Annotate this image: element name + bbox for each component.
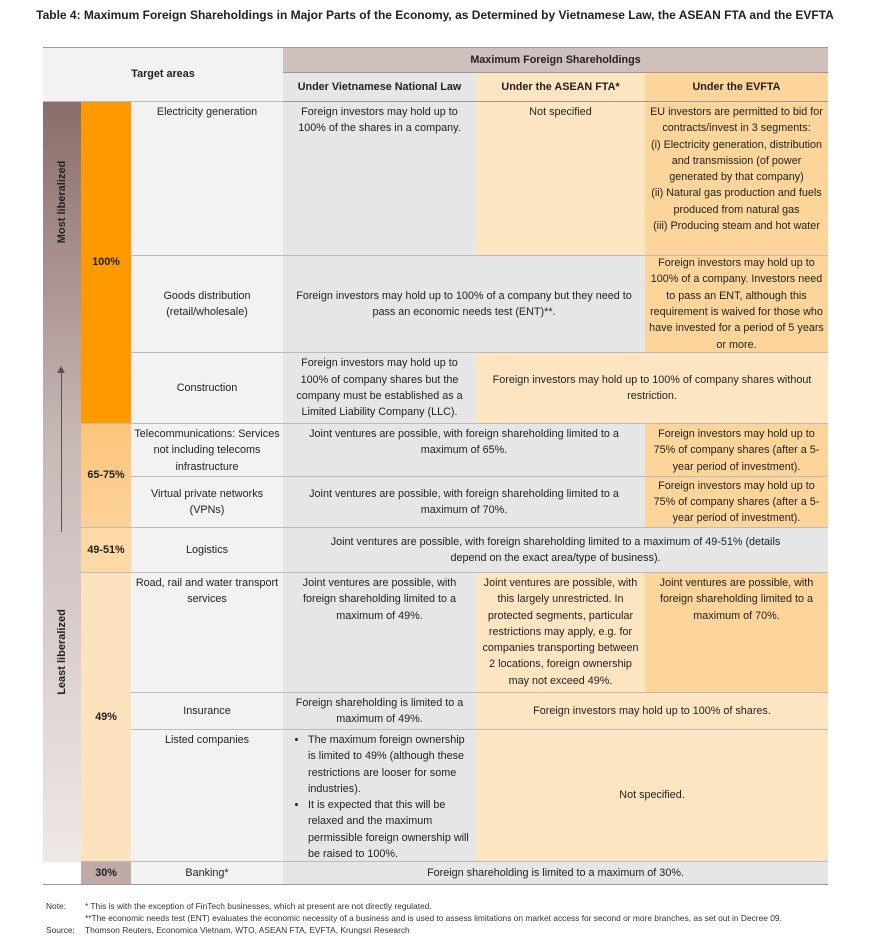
goods-evfta: Foreign investors may hold up to 100% of… bbox=[645, 256, 828, 353]
area-logistics: Logistics bbox=[131, 528, 283, 573]
area-listed-companies: Listed companies bbox=[131, 730, 283, 862]
evfta-line: (iii) Producing steam and hot water bbox=[653, 220, 820, 233]
construction-law: Foreign investors may hold up to 100% of… bbox=[283, 353, 476, 424]
electricity-evfta: EU investors are permitted to bid for co… bbox=[645, 102, 828, 256]
header-max-shareholdings: Maximum Foreign Shareholdings bbox=[283, 48, 828, 73]
goods-law-asean: Foreign investors may hold up to 100% of… bbox=[283, 256, 645, 353]
transport-asean: Joint ventures are possible, with this l… bbox=[476, 573, 645, 693]
vpn-evfta: Foreign investors may hold up to 75% of … bbox=[645, 477, 828, 528]
area-electricity: Electricity generation bbox=[131, 102, 283, 256]
electricity-law: Foreign investors may hold up to 100% of… bbox=[283, 102, 476, 256]
level-49: 49% bbox=[81, 573, 131, 862]
listed-law: The maximum foreign ownership is limited… bbox=[283, 730, 476, 862]
listed-law-bullet: It is expected that this will be relaxed… bbox=[308, 797, 473, 861]
area-construction: Construction bbox=[131, 353, 283, 424]
evfta-line: EU investors are permitted to bid for co… bbox=[650, 106, 823, 135]
telecom-evfta: Foreign investors may hold up to 75% of … bbox=[645, 424, 828, 477]
area-telecom: Telecommunications: Services not includi… bbox=[131, 424, 283, 477]
area-transport: Road, rail and water transport services bbox=[131, 573, 283, 693]
transport-law: Joint ventures are possible, with foreig… bbox=[283, 573, 476, 693]
area-insurance: Insurance bbox=[131, 693, 283, 730]
electricity-asean: Not specified bbox=[476, 102, 645, 256]
listed-law-bullet: The maximum foreign ownership is limited… bbox=[308, 732, 473, 797]
evfta-line: (ii) Natural gas production and fuels pr… bbox=[651, 187, 822, 216]
level-100: 100% bbox=[81, 102, 131, 424]
vpn-law-asean: Joint ventures are possible, with foreig… bbox=[283, 477, 645, 528]
construction-asean-evfta: Foreign investors may hold up to 100% of… bbox=[476, 353, 828, 424]
header-target-areas: Target areas bbox=[43, 48, 283, 102]
note-2: **The economic needs test (ENT) evaluate… bbox=[85, 913, 782, 923]
source-label: Source: bbox=[46, 925, 75, 935]
transport-evfta: Joint ventures are possible, with foreig… bbox=[645, 573, 828, 693]
source-text: Thomson Reuters, Economica Vietnam, WTO,… bbox=[85, 925, 410, 935]
area-goods-distribution: Goods distribution (retail/wholesale) bbox=[131, 256, 283, 353]
evfta-line: (i) Electricity generation, distribution… bbox=[650, 138, 823, 184]
arrow-up-icon bbox=[57, 366, 65, 532]
table-notes: Note: * This is with the exception of Fin… bbox=[46, 900, 782, 936]
telecom-law-asean: Joint ventures are possible, with foreig… bbox=[283, 424, 645, 477]
shareholdings-table: Target areas Maximum Foreign Shareholdin… bbox=[43, 47, 828, 885]
logistics-all: Joint ventures are possible, with foreig… bbox=[283, 528, 828, 573]
header-vietnamese-law: Under Vietnamese National Law bbox=[283, 73, 476, 102]
insurance-asean-evfta: Foreign investors may hold up to 100% of… bbox=[476, 693, 828, 730]
least-liberalized-label: Least liberalized bbox=[55, 609, 68, 695]
level-30: 30% bbox=[81, 862, 131, 884]
note-1: * This is with the exception of FinTech … bbox=[85, 901, 432, 911]
table-title: Table 4: Maximum Foreign Shareholdings i… bbox=[36, 8, 834, 22]
most-liberalized-label: Most liberalized bbox=[55, 160, 68, 244]
level-49-51: 49-51% bbox=[81, 528, 131, 573]
banking-all: Foreign shareholding is limited to a max… bbox=[283, 862, 828, 884]
area-banking: Banking* bbox=[131, 862, 283, 884]
listed-asean-evfta: Not specified. bbox=[476, 730, 828, 862]
insurance-law: Foreign shareholding is limited to a max… bbox=[283, 693, 476, 730]
liberalization-scale: Most liberalized Least liberalized bbox=[43, 102, 81, 862]
header-evfta: Under the EVFTA bbox=[645, 73, 828, 102]
area-vpn: Virtual private networks (VPNs) bbox=[131, 477, 283, 528]
header-asean-fta: Under the ASEAN FTA* bbox=[476, 73, 645, 102]
level-65-75: 65-75% bbox=[81, 424, 131, 528]
note-label: Note: bbox=[46, 901, 67, 911]
